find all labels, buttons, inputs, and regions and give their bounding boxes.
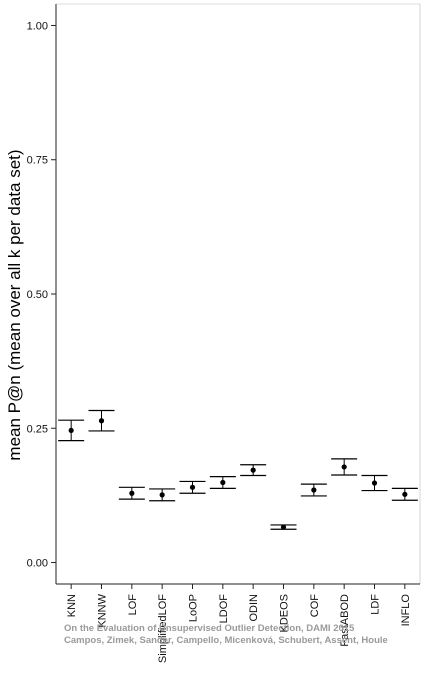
x-tick-label: KDEOS (279, 594, 291, 633)
x-axis: KNN KNNW LOF SimplifiedLOF LoOP LDOF ODIN KDEOS… (56, 583, 420, 663)
y-axis-label: mean P@n (mean over all k per data set) (5, 149, 24, 460)
y-tick-label: 0.50 (27, 289, 48, 301)
mean-point (402, 491, 408, 497)
mean-point (250, 467, 256, 473)
y-tick-label: 0.25 (27, 423, 48, 435)
x-tick-label: COF (309, 594, 321, 618)
mean-point (280, 524, 287, 530)
y-axis: 0.00 0.25 0.50 0.75 1.00 (27, 3, 421, 584)
x-tick-label: LoOP (188, 594, 200, 622)
x-tick-label: ODIN (248, 594, 260, 622)
y-tick-label: 1.00 (27, 20, 48, 32)
mean-point (68, 427, 74, 434)
mean-point (371, 480, 378, 486)
mean-point (189, 484, 196, 490)
mean-point (98, 418, 105, 424)
y-tick-label: 0.00 (27, 558, 48, 570)
x-tick-label: LDOF (218, 594, 230, 624)
mean-point (311, 487, 317, 493)
x-tick-label: INFLO (400, 594, 412, 627)
x-tick-label: KNNW (97, 593, 109, 627)
y-tick-label: 0.75 (27, 155, 48, 167)
mean-point (159, 492, 165, 498)
x-tick-label: FastABOD (339, 594, 351, 647)
mean-point (341, 464, 347, 470)
mean-point (129, 490, 135, 496)
mean-point (220, 479, 226, 486)
chart-marks (58, 409, 418, 530)
x-tick-label: SimplifiedLOF (157, 594, 169, 663)
x-tick-label: LOF (127, 594, 139, 616)
x-tick-label: LDF (370, 594, 382, 615)
watermark-line-1: On the Evaluation of Unsupervised Outlie… (64, 623, 355, 634)
x-tick-label: KNN (66, 594, 78, 617)
watermark-line-2: Campos, Zimek, Sander, Campello, Micenko… (64, 635, 388, 646)
